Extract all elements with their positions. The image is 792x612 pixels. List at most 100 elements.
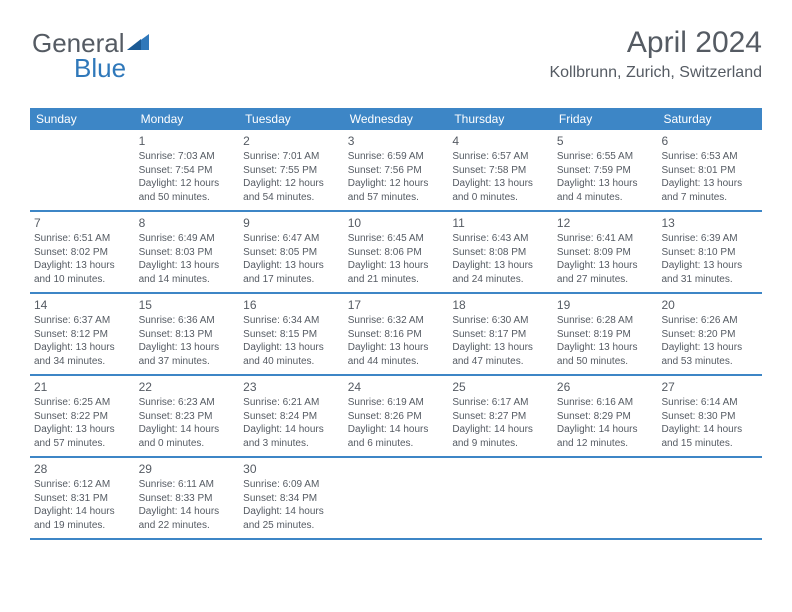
day-cell: 18Sunrise: 6:30 AMSunset: 8:17 PMDayligh… bbox=[448, 294, 553, 374]
daylight-line: Daylight: 14 hours and 0 minutes. bbox=[139, 423, 236, 450]
daylight-line: Daylight: 13 hours and 4 minutes. bbox=[557, 177, 654, 204]
weekday-header: Sunday bbox=[30, 108, 135, 130]
sunrise-line: Sunrise: 6:55 AM bbox=[557, 150, 654, 164]
daylight-line: Daylight: 14 hours and 3 minutes. bbox=[243, 423, 340, 450]
sunrise-line: Sunrise: 6:36 AM bbox=[139, 314, 236, 328]
day-cell: 23Sunrise: 6:21 AMSunset: 8:24 PMDayligh… bbox=[239, 376, 344, 456]
daylight-line: Daylight: 13 hours and 27 minutes. bbox=[557, 259, 654, 286]
day-cell bbox=[553, 458, 658, 538]
day-number: 30 bbox=[243, 462, 340, 476]
sunrise-line: Sunrise: 6:45 AM bbox=[348, 232, 445, 246]
day-cell: 25Sunrise: 6:17 AMSunset: 8:27 PMDayligh… bbox=[448, 376, 553, 456]
sunset-line: Sunset: 8:17 PM bbox=[452, 328, 549, 342]
sunset-line: Sunset: 8:06 PM bbox=[348, 246, 445, 260]
sunset-line: Sunset: 8:09 PM bbox=[557, 246, 654, 260]
day-cell: 24Sunrise: 6:19 AMSunset: 8:26 PMDayligh… bbox=[344, 376, 449, 456]
weekday-header: Friday bbox=[553, 108, 658, 130]
sunrise-line: Sunrise: 6:28 AM bbox=[557, 314, 654, 328]
weekday-header: Wednesday bbox=[344, 108, 449, 130]
day-cell: 5Sunrise: 6:55 AMSunset: 7:59 PMDaylight… bbox=[553, 130, 658, 210]
daylight-line: Daylight: 13 hours and 53 minutes. bbox=[661, 341, 758, 368]
day-number: 16 bbox=[243, 298, 340, 312]
weekday-header-row: SundayMondayTuesdayWednesdayThursdayFrid… bbox=[30, 108, 762, 130]
sunrise-line: Sunrise: 6:41 AM bbox=[557, 232, 654, 246]
sunrise-line: Sunrise: 6:43 AM bbox=[452, 232, 549, 246]
day-number: 8 bbox=[139, 216, 236, 230]
daylight-line: Daylight: 13 hours and 31 minutes. bbox=[661, 259, 758, 286]
sunrise-line: Sunrise: 6:32 AM bbox=[348, 314, 445, 328]
sunset-line: Sunset: 7:56 PM bbox=[348, 164, 445, 178]
day-cell: 7Sunrise: 6:51 AMSunset: 8:02 PMDaylight… bbox=[30, 212, 135, 292]
day-number: 7 bbox=[34, 216, 131, 230]
day-cell bbox=[30, 130, 135, 210]
weekday-header: Thursday bbox=[448, 108, 553, 130]
sunrise-line: Sunrise: 6:23 AM bbox=[139, 396, 236, 410]
day-cell: 21 Sunrise: 6:25 AMSunset: 8:22 PMDayligh… bbox=[30, 376, 135, 456]
daylight-line: Daylight: 14 hours and 6 minutes. bbox=[348, 423, 445, 450]
sunset-line: Sunset: 8:01 PM bbox=[661, 164, 758, 178]
daylight-line: Daylight: 13 hours and 47 minutes. bbox=[452, 341, 549, 368]
day-cell bbox=[448, 458, 553, 538]
day-cell: 22 Sunrise: 6:23 AMSunset: 8:23 PMDayligh… bbox=[135, 376, 240, 456]
sunset-line: Sunset: 8:33 PM bbox=[139, 492, 236, 506]
daylight-line: Daylight: 13 hours and 7 minutes. bbox=[661, 177, 758, 204]
day-number: 22 bbox=[139, 380, 236, 394]
day-number: 13 bbox=[661, 216, 758, 230]
day-number: 12 bbox=[557, 216, 654, 230]
day-cell: 11Sunrise: 6:43 AMSunset: 8:08 PMDayligh… bbox=[448, 212, 553, 292]
day-number: 10 bbox=[348, 216, 445, 230]
sunset-line: Sunset: 8:05 PM bbox=[243, 246, 340, 260]
day-cell: 16Sunrise: 6:34 AMSunset: 8:15 PMDayligh… bbox=[239, 294, 344, 374]
logo-triangle-icon bbox=[127, 28, 149, 59]
sunset-line: Sunset: 8:22 PM bbox=[34, 410, 131, 424]
daylight-line: Daylight: 13 hours and 17 minutes. bbox=[243, 259, 340, 286]
daylight-line: Daylight: 13 hours and 14 minutes. bbox=[139, 259, 236, 286]
day-number: 17 bbox=[348, 298, 445, 312]
daylight-line: Daylight: 13 hours and 50 minutes. bbox=[557, 341, 654, 368]
day-number: 3 bbox=[348, 134, 445, 148]
daylight-line: Daylight: 13 hours and 44 minutes. bbox=[348, 341, 445, 368]
day-cell: 26Sunrise: 6:16 AMSunset: 8:29 PMDayligh… bbox=[553, 376, 658, 456]
sunset-line: Sunset: 7:54 PM bbox=[139, 164, 236, 178]
sunrise-line: Sunrise: 6:57 AM bbox=[452, 150, 549, 164]
week-row: 28Sunrise: 6:12 AMSunset: 8:31 PMDayligh… bbox=[30, 458, 762, 540]
day-number: 19 bbox=[557, 298, 654, 312]
location-text: Kollbrunn, Zurich, Switzerland bbox=[549, 64, 762, 82]
sunset-line: Sunset: 8:12 PM bbox=[34, 328, 131, 342]
daylight-line: Daylight: 13 hours and 37 minutes. bbox=[139, 341, 236, 368]
daylight-line: Daylight: 14 hours and 25 minutes. bbox=[243, 505, 340, 532]
sunrise-line: Sunrise: 6:47 AM bbox=[243, 232, 340, 246]
daylight-line: Daylight: 13 hours and 57 minutes. bbox=[34, 423, 131, 450]
day-number: 4 bbox=[452, 134, 549, 148]
sunrise-line: Sunrise: 6:25 AM bbox=[34, 396, 131, 410]
sunset-line: Sunset: 8:34 PM bbox=[243, 492, 340, 506]
day-cell: 10Sunrise: 6:45 AMSunset: 8:06 PMDayligh… bbox=[344, 212, 449, 292]
day-number: 20 bbox=[661, 298, 758, 312]
day-cell: 30Sunrise: 6:09 AMSunset: 8:34 PMDayligh… bbox=[239, 458, 344, 538]
sunset-line: Sunset: 8:13 PM bbox=[139, 328, 236, 342]
day-number: 21 bbox=[34, 380, 131, 394]
day-number: 24 bbox=[348, 380, 445, 394]
day-cell bbox=[657, 458, 762, 538]
day-cell: 29Sunrise: 6:11 AMSunset: 8:33 PMDayligh… bbox=[135, 458, 240, 538]
sunrise-line: Sunrise: 6:16 AM bbox=[557, 396, 654, 410]
sunrise-line: Sunrise: 6:39 AM bbox=[661, 232, 758, 246]
day-cell: 28Sunrise: 6:12 AMSunset: 8:31 PMDayligh… bbox=[30, 458, 135, 538]
sunset-line: Sunset: 8:31 PM bbox=[34, 492, 131, 506]
day-number: 1 bbox=[139, 134, 236, 148]
sunset-line: Sunset: 8:27 PM bbox=[452, 410, 549, 424]
week-row: 1Sunrise: 7:03 AMSunset: 7:54 PMDaylight… bbox=[30, 130, 762, 212]
day-cell: 8Sunrise: 6:49 AMSunset: 8:03 PMDaylight… bbox=[135, 212, 240, 292]
daylight-line: Daylight: 13 hours and 34 minutes. bbox=[34, 341, 131, 368]
day-cell: 3Sunrise: 6:59 AMSunset: 7:56 PMDaylight… bbox=[344, 130, 449, 210]
sunrise-line: Sunrise: 6:30 AM bbox=[452, 314, 549, 328]
sunrise-line: Sunrise: 6:59 AM bbox=[348, 150, 445, 164]
header-right: April 2024 Kollbrunn, Zurich, Switzerlan… bbox=[549, 26, 762, 82]
sunset-line: Sunset: 8:16 PM bbox=[348, 328, 445, 342]
logo: GeneralBlue bbox=[32, 28, 149, 84]
day-number: 25 bbox=[452, 380, 549, 394]
sunrise-line: Sunrise: 6:19 AM bbox=[348, 396, 445, 410]
sunset-line: Sunset: 8:23 PM bbox=[139, 410, 236, 424]
day-cell: 13Sunrise: 6:39 AMSunset: 8:10 PMDayligh… bbox=[657, 212, 762, 292]
day-cell: 9Sunrise: 6:47 AMSunset: 8:05 PMDaylight… bbox=[239, 212, 344, 292]
